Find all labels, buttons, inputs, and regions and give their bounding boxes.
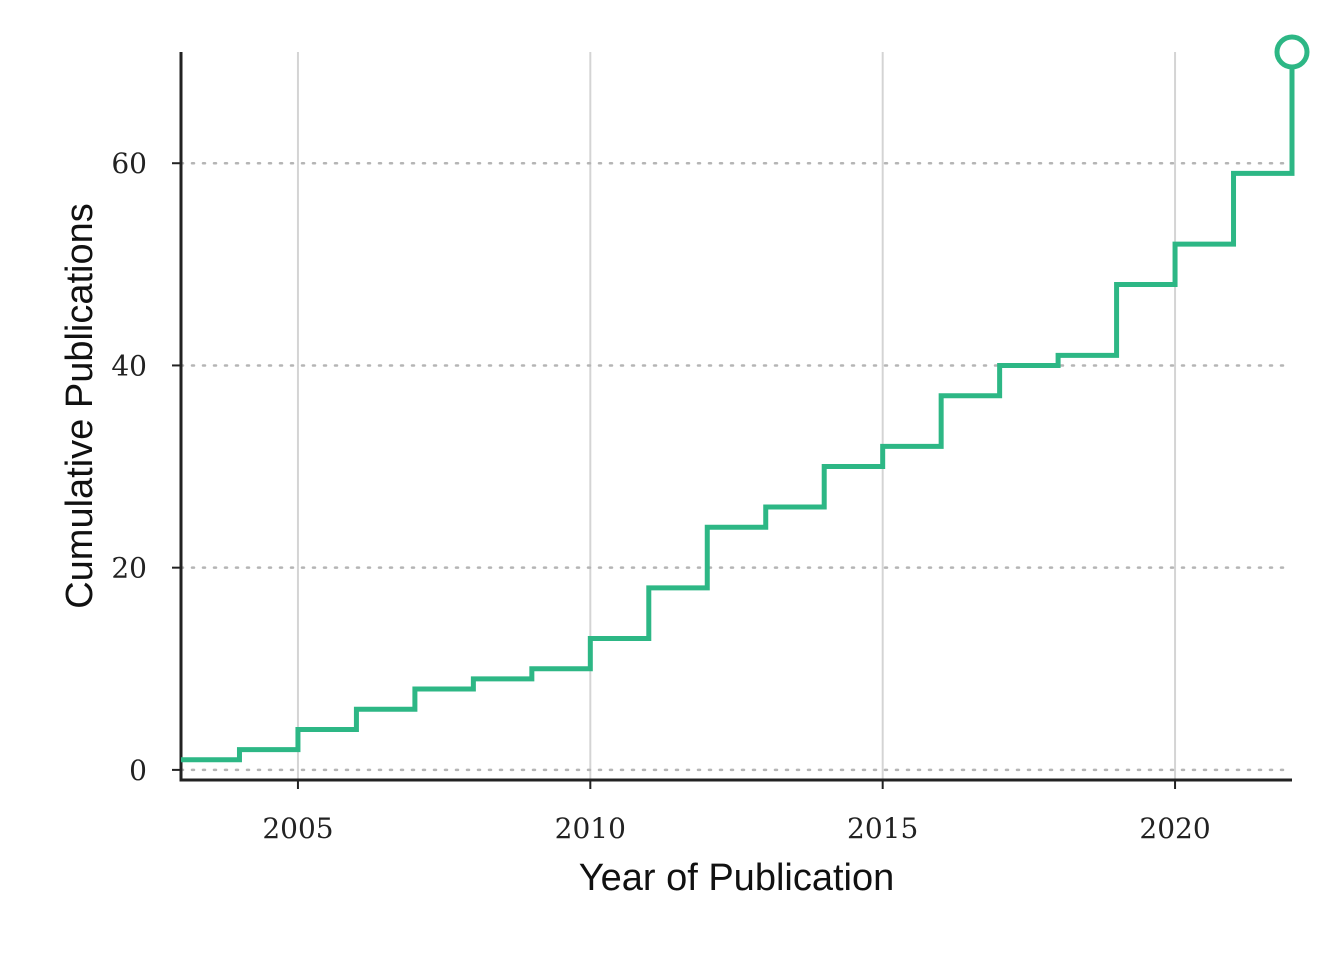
y-tick-label: 0 bbox=[129, 754, 147, 787]
series-end-marker bbox=[1274, 34, 1310, 70]
y-axis-label: Cumulative Publications bbox=[59, 203, 101, 609]
x-tick-label: 2020 bbox=[1139, 812, 1210, 845]
x-axis-ticks: 2005 2010 2015 2020 bbox=[262, 780, 1211, 845]
y-axis-ticks: 0 20 40 60 bbox=[111, 147, 181, 787]
y-tick-label: 40 bbox=[111, 349, 147, 382]
x-tick-label: 2005 bbox=[262, 812, 333, 845]
series-group bbox=[181, 34, 1310, 763]
y-tick-label: 60 bbox=[111, 147, 147, 180]
x-axis-label: Year of Publication bbox=[579, 857, 895, 899]
vertical-gridlines bbox=[296, 52, 1177, 780]
y-tick-label: 20 bbox=[111, 552, 147, 585]
horizontal-gridlines bbox=[179, 161, 1294, 772]
series-step-line bbox=[181, 52, 1295, 763]
x-tick-label: 2010 bbox=[555, 812, 626, 845]
x-tick-label: 2015 bbox=[847, 812, 918, 845]
